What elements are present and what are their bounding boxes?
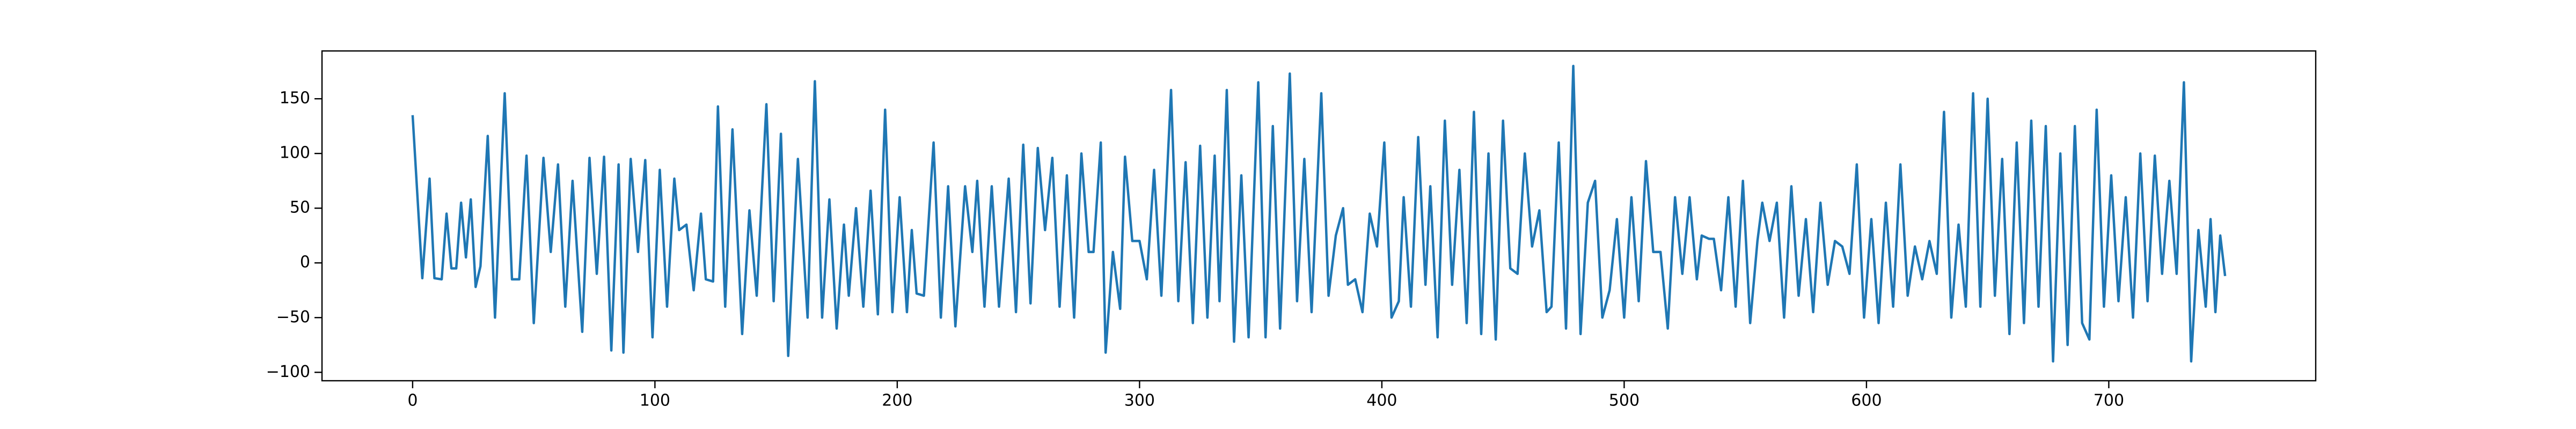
y-tick-label: −100 [266,363,310,381]
x-tick-label: 700 [2094,391,2124,410]
x-tick-label: 300 [1124,391,1155,410]
x-tick-label: 600 [1851,391,1882,410]
x-tick-label: 500 [1609,391,1640,410]
y-tick-label: 100 [280,144,310,162]
x-tick-label: 0 [407,391,418,410]
plot-frame [321,50,2317,382]
x-tick-label: 200 [882,391,912,410]
x-tick-label: 400 [1366,391,1397,410]
y-tick-label: 150 [280,89,310,108]
y-tick-label: −50 [276,308,310,327]
data-line [411,64,2227,363]
y-tick-label: 50 [290,198,310,217]
y-tick-label: 0 [300,253,310,272]
x-tick-label: 100 [640,391,670,410]
